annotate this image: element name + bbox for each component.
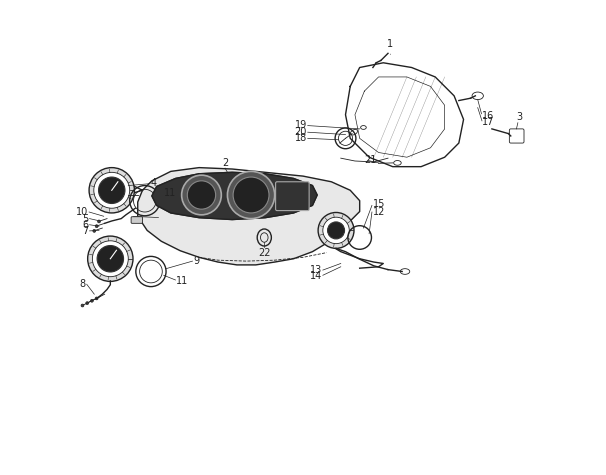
Text: 22: 22 [258,248,270,258]
Text: 2: 2 [222,158,228,168]
Text: 13: 13 [310,265,322,275]
Circle shape [318,212,354,248]
Text: 16: 16 [482,111,494,121]
Circle shape [97,246,124,272]
Text: 15: 15 [373,200,385,209]
Text: 6: 6 [82,220,88,230]
Polygon shape [152,172,317,219]
FancyBboxPatch shape [131,217,142,223]
Circle shape [89,168,135,213]
Text: 9: 9 [193,256,199,266]
Circle shape [94,172,130,208]
Text: 1: 1 [387,38,393,54]
Text: 11: 11 [176,276,188,286]
Text: 12: 12 [373,207,385,217]
Circle shape [88,236,133,281]
Circle shape [95,297,98,300]
Text: 21: 21 [364,155,377,165]
Text: 17: 17 [482,117,495,127]
Circle shape [95,225,98,228]
Circle shape [90,299,93,302]
Text: 19: 19 [295,120,307,130]
Circle shape [233,177,269,213]
Text: 14: 14 [310,271,322,281]
Circle shape [93,229,96,232]
FancyBboxPatch shape [276,182,309,210]
Circle shape [328,222,345,239]
Circle shape [182,175,221,215]
Circle shape [81,304,84,307]
Text: 20: 20 [295,127,307,137]
Text: 18: 18 [295,133,307,143]
Circle shape [227,171,275,218]
Text: 3: 3 [516,112,522,122]
Polygon shape [138,168,360,265]
Circle shape [323,217,349,244]
Circle shape [99,177,125,203]
FancyBboxPatch shape [510,129,524,143]
Text: 11: 11 [164,188,176,198]
Circle shape [86,302,88,304]
Text: 5: 5 [82,214,88,224]
Circle shape [187,181,216,209]
Circle shape [98,220,101,223]
Text: 10: 10 [76,207,88,217]
Circle shape [92,241,128,277]
Text: 7: 7 [82,226,88,236]
Text: 4: 4 [151,178,157,188]
Text: 8: 8 [79,279,86,289]
